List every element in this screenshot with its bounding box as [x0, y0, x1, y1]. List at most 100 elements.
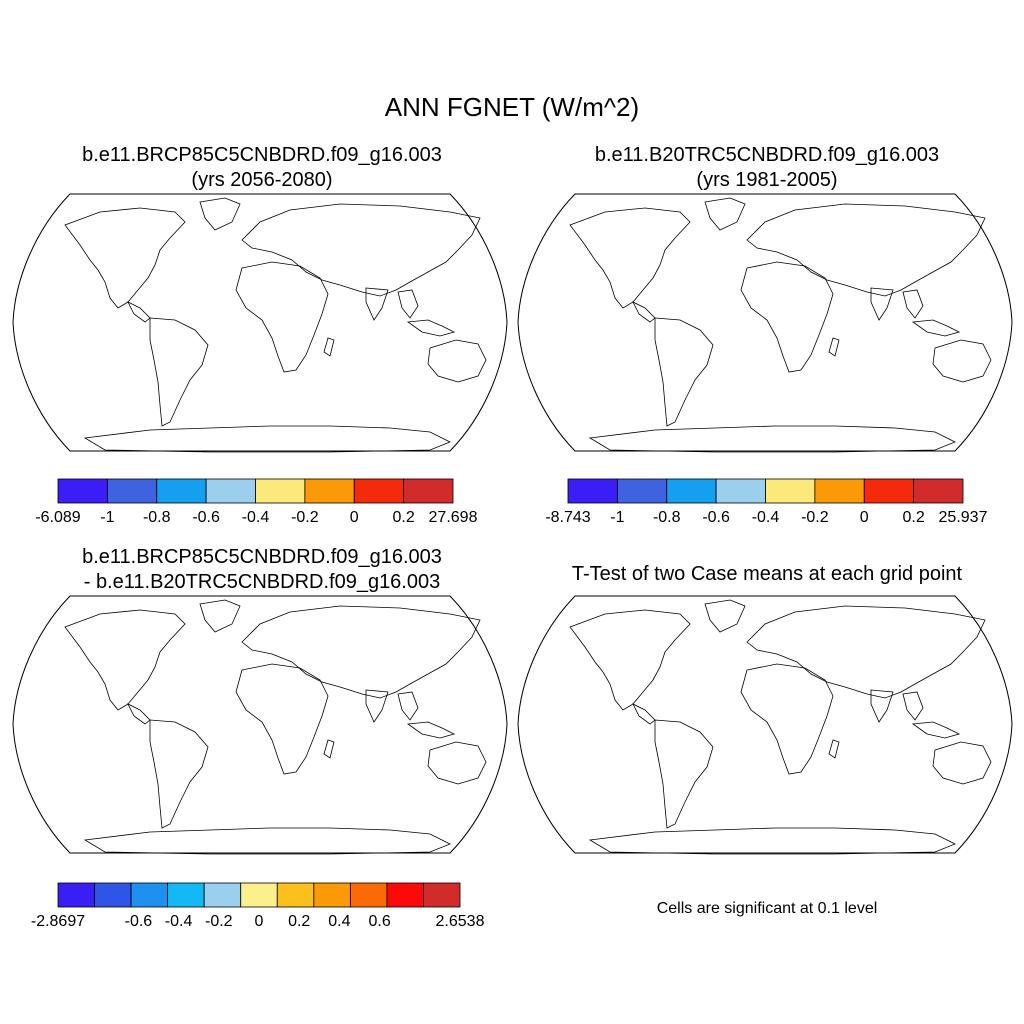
cbar2-swatch-3: [715, 478, 766, 504]
map1-coast-centralAmerica: [127, 301, 151, 323]
cbar1-label-6: 0: [350, 509, 359, 526]
map4-coast-southAmerica: [654, 719, 714, 829]
cbar1-label-2: -0.8: [143, 509, 171, 526]
cbar1-label-7: 0.2: [393, 509, 415, 526]
panel-3-title-line-2: - b.e11.B20TRC5CNBDRD.f09_g16.003: [83, 571, 441, 593]
cbar2-label-7: 0.2: [903, 509, 925, 526]
cbar1-label-5: -0.2: [291, 509, 319, 526]
map3-coast-indonesia: [406, 721, 456, 739]
map2-coast-india: [870, 287, 894, 321]
map1-coast-indonesia: [406, 319, 456, 337]
panel-1-colorbar: -6.089 -1 -0.8 -0.6 -0.4 -0.2 0 0.2 27.698: [35, 478, 478, 526]
map3-coast-greenland: [199, 599, 241, 633]
cbar1-swatch-7: [403, 478, 454, 504]
panel-3-title-line-1: b.e11.BRCP85C5CNBDRD.f09_g16.003: [82, 546, 442, 568]
cbar3-label-7: 0.4: [328, 913, 350, 930]
cbar2-swatch-2: [666, 478, 717, 504]
map1-coast-madagascar: [323, 337, 335, 357]
map1-coast-greenland: [199, 197, 241, 231]
map4-coast-indonesia: [911, 721, 961, 739]
panel-2-title-line-2: (yrs 1981-2005): [696, 169, 838, 191]
map4-coast-greenland: [704, 599, 746, 633]
map3-coast-northAmerica: [64, 609, 186, 711]
panel-1-map: [12, 193, 508, 453]
map4-coast-centralAmerica: [632, 703, 656, 725]
cbar1-swatch-3: [205, 478, 256, 504]
map2-coast-indonesia: [911, 319, 961, 337]
cbar1-swatch-0: [57, 478, 108, 504]
panel-4-title: T-Test of two Case means at each grid po…: [517, 562, 1017, 587]
panel-2-map: [517, 193, 1013, 453]
panel-2-title-line-1: b.e11.B20TRC5CNBDRD.f09_g16.003: [594, 144, 940, 166]
significance-note: Cells are significant at 0.1 level: [656, 900, 878, 917]
cbar2-label-3: -0.6: [702, 509, 730, 526]
panel-1-title: b.e11.BRCP85C5CNBDRD.f09_g16.003 (yrs 20…: [12, 143, 512, 193]
cbar3-swatch-6: [276, 882, 315, 908]
cbar1-label-1: -1: [100, 509, 114, 526]
map4-frame: [517, 595, 1013, 854]
map1-coast-africa: [235, 261, 329, 373]
cbar3-swatch-3: [167, 882, 205, 908]
panel-1-title-line-1: b.e11.BRCP85C5CNBDRD.f09_g16.003: [82, 144, 442, 166]
cbar3-swatch-0: [57, 882, 95, 908]
map2-coast-northAmerica: [569, 207, 691, 309]
panel-4-title-line-1: T-Test of two Case means at each grid po…: [571, 563, 963, 585]
cbar1-swatch-1: [106, 478, 158, 504]
cbar2-label-1: -1: [610, 509, 624, 526]
map3-coast-madagascar: [323, 739, 335, 759]
map3-coast-antarctica: [83, 827, 451, 855]
cbar1-label-4: -0.4: [242, 509, 270, 526]
map3-coast-southAmerica: [149, 719, 209, 829]
map4-coast-africa: [740, 663, 834, 775]
cbar3-label-4: -0.2: [205, 913, 233, 930]
cbar3-swatch-5: [240, 882, 278, 908]
map1-coast-australia: [427, 339, 487, 383]
cbar3-swatch-9: [386, 882, 424, 908]
map3-coast-africa: [235, 663, 329, 775]
cbar2-swatch-1: [616, 478, 668, 504]
cbar2-label-0: -8.743: [545, 509, 590, 526]
cbar3-swatch-10: [423, 882, 461, 908]
panel-4-map: [517, 595, 1013, 855]
map1-coast-seAsia: [397, 289, 419, 319]
map1-coast-india: [365, 287, 389, 321]
map3-coast-centralAmerica: [127, 703, 151, 725]
cbar3-label-10: 2.6538: [436, 913, 485, 930]
map4-coast-antarctica: [588, 827, 956, 855]
cbar1-swatch-5: [304, 478, 355, 504]
cbar2-label-2: -0.8: [653, 509, 681, 526]
cbar3-swatch-1: [94, 882, 132, 908]
cbar3-label-5: 0: [255, 913, 264, 930]
map4-coast-india: [870, 689, 894, 723]
cbar2-swatch-5: [814, 478, 865, 504]
cbar2-label-6: 0: [860, 509, 869, 526]
map2-coast-antarctica: [588, 425, 956, 453]
panel-1-title-line-2: (yrs 2056-2080): [191, 169, 333, 191]
map2-coast-greenland: [704, 197, 746, 231]
cbar2-swatch-6: [863, 478, 915, 504]
panel-3-colorbar: -2.8697 -0.6 -0.4 -0.2 0 0.2 0.4 0.6 2.6538: [31, 882, 485, 930]
cbar2-label-4: -0.4: [752, 509, 780, 526]
cbar3-label-6: 0.2: [288, 913, 310, 930]
map2-coast-southAmerica: [654, 317, 714, 427]
panel-3-map: [12, 595, 508, 855]
map1-coast-southAmerica: [149, 317, 209, 427]
cbar1-swatch-6: [353, 478, 405, 504]
cbar1-label-8: 27.698: [429, 509, 478, 526]
panel-2-title: b.e11.B20TRC5CNBDRD.f09_g16.003 (yrs 198…: [517, 143, 1017, 193]
panel-3-title: b.e11.BRCP85C5CNBDRD.f09_g16.003 - b.e11…: [12, 545, 512, 595]
cbar2-swatch-7: [913, 478, 964, 504]
cbar2-label-5: -0.2: [801, 509, 829, 526]
map2-coast-africa: [740, 261, 834, 373]
map2-coast-centralAmerica: [632, 301, 656, 323]
cbar3-swatch-4: [203, 882, 242, 908]
map3-coast-australia: [427, 741, 487, 785]
map4-coast-australia: [932, 741, 992, 785]
cbar2-swatch-0: [567, 478, 618, 504]
map2-coast-seAsia: [902, 289, 924, 319]
panel-2-colorbar: -8.743 -1 -0.8 -0.6 -0.4 -0.2 0 0.2 25.937: [545, 478, 988, 526]
map4-coast-madagascar: [828, 739, 840, 759]
cbar3-label-0: -2.8697: [31, 913, 85, 930]
cbar1-label-0: -6.089: [35, 509, 80, 526]
cbar1-swatch-4: [255, 478, 306, 504]
